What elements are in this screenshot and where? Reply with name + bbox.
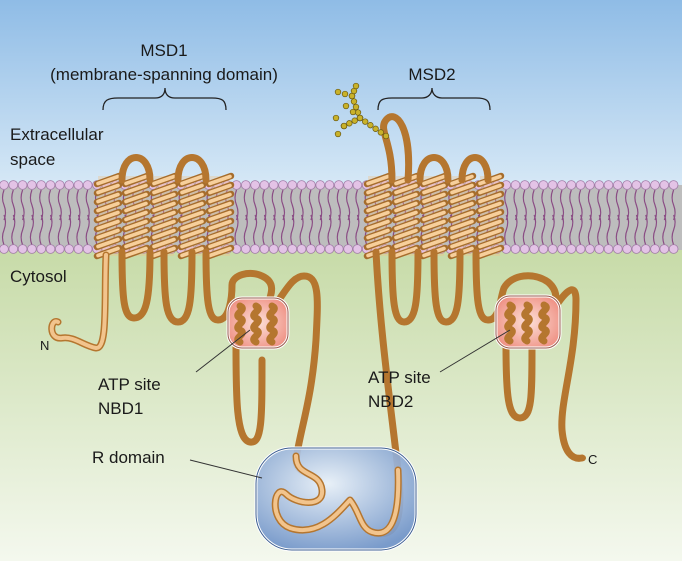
r-domain-leader-line [189, 459, 263, 479]
n-terminus-label: N [40, 338, 49, 353]
msd1-title: MSD1 [140, 41, 187, 60]
atp2-label-line2: NBD2 [368, 392, 413, 411]
atp2-label-line1: ATP site [368, 368, 431, 387]
extracellular-label-line2: space [10, 150, 55, 169]
nbd2-domain [494, 294, 562, 350]
atp1-leader-line [195, 329, 251, 373]
atp1-label-line2: NBD1 [98, 399, 143, 418]
r-domain-label: R domain [92, 448, 165, 467]
c-terminus-label: C [588, 452, 597, 467]
msd1-subtitle: (membrane-spanning domain) [50, 65, 278, 84]
atp1-label-line1: ATP site [98, 375, 161, 394]
msd1-helix-bundle [93, 172, 235, 260]
extracellular-label-line1: Extracellular [10, 125, 104, 144]
r-domain [254, 446, 418, 552]
atp2-leader-line [439, 329, 511, 373]
msd1-brace [102, 87, 227, 111]
msd2-helix-bundle [363, 172, 505, 260]
c-terminus-end [580, 455, 586, 461]
msd2-brace [377, 87, 491, 111]
cytosol-label: Cytosol [10, 267, 67, 286]
msd2-title: MSD2 [408, 65, 455, 84]
glycosylation-chain [332, 82, 390, 140]
